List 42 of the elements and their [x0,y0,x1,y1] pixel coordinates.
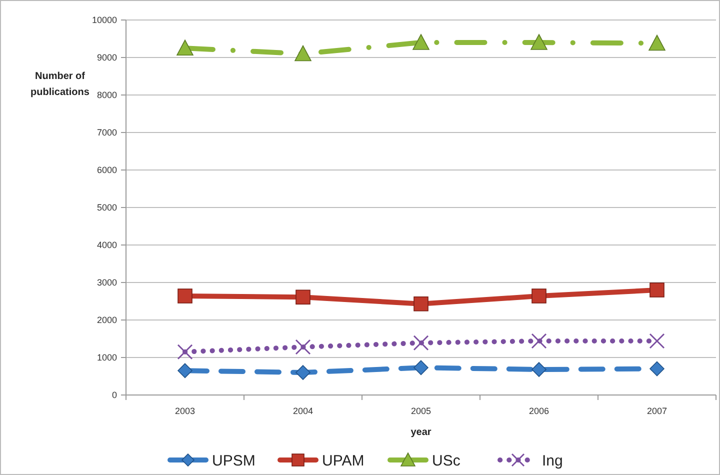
x-tick-label: 2007 [646,406,668,416]
y-tick-label: 7000 [96,128,117,138]
point [296,365,310,380]
point [295,339,311,355]
y-tick-label: 10000 [92,15,117,26]
legend-label: USc [432,452,461,470]
point [294,45,312,62]
point [178,288,192,304]
point [648,34,666,51]
x-tick-label: 2004 [292,406,314,416]
y-tick-label: 2000 [96,315,117,326]
x-tick-label: 2006 [528,406,550,416]
point [414,296,428,312]
point [650,361,664,376]
y-axis-title: Number of publications [30,71,90,98]
point [649,333,665,349]
point [412,34,430,50]
point [532,362,546,377]
point [532,288,546,304]
point [531,333,547,349]
point [178,363,192,378]
y-tick-label: 9000 [96,52,117,63]
y-tick-label: 4000 [96,240,117,250]
point [530,34,548,50]
point [413,335,429,351]
y-tick-label: 1000 [96,352,117,363]
point [296,290,310,305]
legend-label: Ing [542,452,563,470]
legend-label: UPAM [322,452,364,470]
x-tick-label: 2005 [410,406,432,416]
x-axis-title: year [410,427,432,438]
y-tick-label: 3000 [96,278,117,288]
y-tick-label: 0 [112,390,117,400]
y-tick-label: 5000 [96,202,117,213]
point [650,282,664,298]
y-tick-label: 8000 [96,90,117,100]
legend-label: UPSM [212,452,256,470]
point [176,40,194,56]
x-tick-label: 2003 [174,406,196,416]
point [414,360,428,376]
point [177,344,193,360]
y-tick-label: 6000 [96,165,117,176]
